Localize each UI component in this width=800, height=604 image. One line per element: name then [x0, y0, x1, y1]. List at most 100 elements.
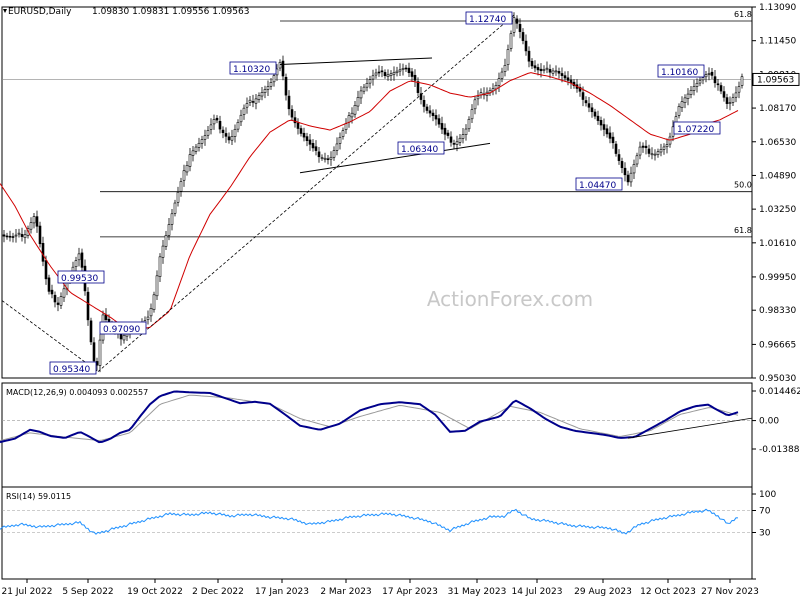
candle-body: [260, 92, 264, 97]
candle-body: [5, 235, 9, 238]
candle-body: [8, 235, 12, 238]
candle-body: [503, 65, 507, 72]
candle-body: [152, 294, 156, 310]
candle-body: [644, 145, 648, 149]
candle-body: [245, 103, 249, 108]
candle-body: [362, 86, 366, 92]
candle-body: [317, 151, 321, 158]
candle-body: [47, 277, 51, 292]
last-price-label: 1.09563: [757, 75, 794, 85]
candle-body: [209, 124, 213, 130]
x-tick-label: 12 Oct 2023: [640, 587, 696, 597]
x-tick-label: 19 Oct 2022: [127, 587, 183, 597]
candle-body: [185, 165, 189, 173]
symbol-marker-icon: [3, 9, 7, 13]
candle-body: [353, 105, 357, 115]
candle-body: [29, 222, 33, 230]
candle-body: [632, 164, 636, 174]
candle-body: [281, 60, 285, 77]
candle-body: [242, 107, 246, 115]
candle-body: [2, 234, 6, 237]
candle-body: [56, 302, 60, 305]
price-tick-label: 1.04890: [759, 171, 796, 181]
rsi-line: [0, 508, 739, 535]
candle-body: [38, 225, 42, 245]
candle-body: [410, 71, 414, 77]
candle-body: [389, 73, 393, 76]
candle-body: [167, 224, 171, 236]
annotation-box: [49, 361, 97, 375]
annotation-label: 1.10160: [661, 68, 698, 78]
candle-body: [257, 95, 261, 100]
fib-level-label: 50.0: [734, 181, 752, 190]
candle-body: [722, 91, 726, 98]
candle-body: [392, 72, 396, 75]
macd-signal-line: [0, 394, 739, 442]
annotation-box: [575, 177, 623, 191]
x-tick-label: 2 Dec 2022: [192, 587, 244, 597]
annotation-box: [673, 121, 721, 135]
x-tick-label: 14 Jul 2023: [512, 587, 563, 597]
candle-body: [233, 129, 237, 137]
candle-body: [278, 62, 282, 69]
candle-body: [566, 77, 570, 81]
candle-body: [344, 123, 348, 130]
x-tick-label: 29 Aug 2023: [574, 587, 632, 597]
candle-body: [731, 97, 735, 103]
candle-body: [239, 114, 243, 123]
price-tick-label: 1.11450: [759, 37, 796, 47]
candle-body: [53, 294, 57, 303]
candle-body: [32, 216, 36, 224]
candle-body: [662, 146, 666, 150]
candle-body: [311, 143, 315, 149]
candle-body: [452, 143, 456, 145]
rsi-label: RSI(14) 59.0115: [6, 492, 71, 501]
candle-body: [236, 121, 240, 130]
candle-body: [395, 70, 399, 73]
candle-body: [446, 132, 450, 136]
x-tick-label: 17 Jan 2023: [255, 587, 309, 597]
rsi-tick-label: 70: [759, 507, 771, 517]
candle-body: [380, 70, 384, 73]
candle-body: [506, 49, 510, 65]
candle-body: [509, 33, 513, 49]
candle-body: [86, 291, 90, 321]
macd-tick-label: -0.013887: [759, 445, 800, 455]
candle-body: [500, 71, 504, 79]
candle-body: [464, 128, 468, 135]
candle-body: [23, 234, 27, 238]
candle-body: [710, 71, 714, 76]
candle-body: [431, 112, 435, 116]
candle-body: [497, 78, 501, 86]
candle-body: [605, 128, 609, 135]
candle-body: [653, 153, 657, 156]
price-tick-label: 1.08170: [759, 104, 796, 114]
candle-body: [269, 82, 273, 87]
candle-body: [629, 172, 633, 183]
candle-body: [545, 67, 549, 70]
candle-body: [191, 150, 195, 156]
candle-body: [704, 74, 708, 78]
candle-body: [548, 69, 552, 73]
candle-body: [611, 136, 615, 144]
candle-body: [617, 154, 621, 161]
candle-body: [422, 100, 426, 107]
candle-body: [350, 112, 354, 118]
candle-body: [659, 149, 663, 153]
x-tick-label: 27 Nov 2023: [701, 587, 759, 597]
candle-body: [590, 107, 594, 113]
candle-body: [155, 275, 159, 297]
annotation-label: 1.10320: [233, 65, 270, 75]
candle-body: [476, 95, 480, 100]
candle-body: [518, 24, 522, 32]
candle-body: [122, 335, 126, 341]
candle-body: [176, 191, 180, 203]
annotation-label: 1.07220: [677, 125, 714, 135]
candle-body: [17, 232, 21, 235]
candle-body: [416, 81, 420, 93]
candle-body: [74, 260, 78, 267]
candle-body: [626, 174, 630, 183]
price-tick-label: 1.13090: [759, 3, 796, 13]
candle-body: [524, 40, 528, 52]
candle-body: [404, 67, 408, 70]
